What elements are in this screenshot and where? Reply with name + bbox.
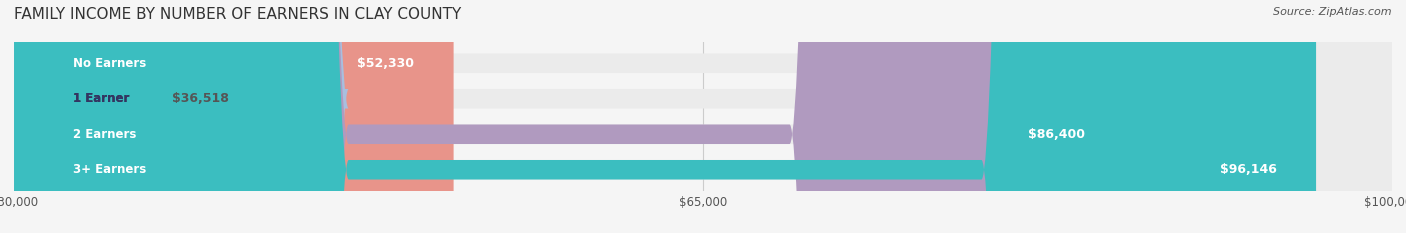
Text: $86,400: $86,400 — [1028, 128, 1085, 141]
Text: $96,146: $96,146 — [1220, 163, 1277, 176]
Text: $52,330: $52,330 — [357, 57, 415, 70]
FancyBboxPatch shape — [14, 0, 1392, 233]
FancyBboxPatch shape — [0, 0, 349, 233]
Text: FAMILY INCOME BY NUMBER OF EARNERS IN CLAY COUNTY: FAMILY INCOME BY NUMBER OF EARNERS IN CL… — [14, 7, 461, 22]
FancyBboxPatch shape — [14, 0, 1125, 233]
Text: $36,518: $36,518 — [172, 92, 229, 105]
FancyBboxPatch shape — [14, 0, 454, 233]
FancyBboxPatch shape — [14, 0, 1392, 233]
Text: Source: ZipAtlas.com: Source: ZipAtlas.com — [1274, 7, 1392, 17]
FancyBboxPatch shape — [14, 0, 1392, 233]
FancyBboxPatch shape — [14, 0, 1392, 233]
Text: 3+ Earners: 3+ Earners — [73, 163, 146, 176]
Text: 2 Earners: 2 Earners — [73, 128, 136, 141]
Text: 1 Earner: 1 Earner — [73, 92, 129, 105]
Text: 1 Earner: 1 Earner — [73, 92, 129, 105]
Text: No Earners: No Earners — [73, 57, 146, 70]
FancyBboxPatch shape — [14, 0, 1316, 233]
